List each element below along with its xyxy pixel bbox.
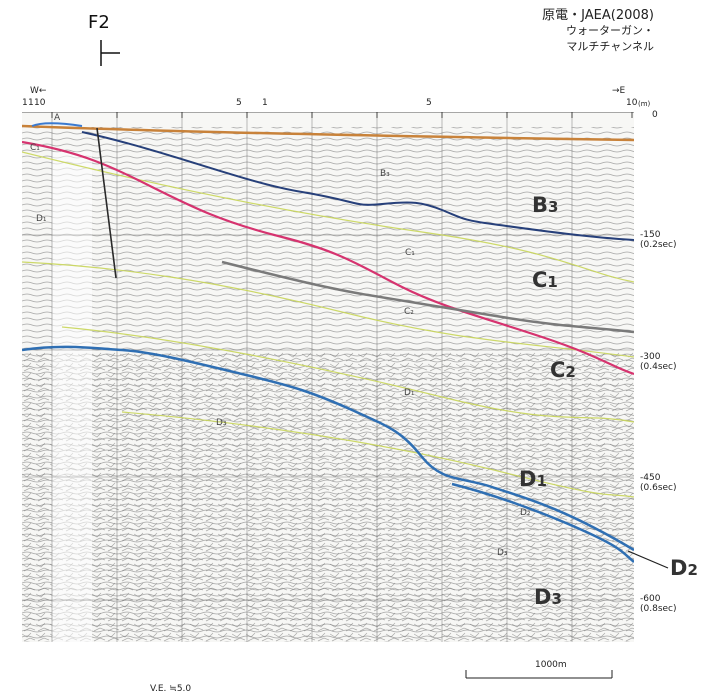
vertical-exaggeration: V.E. ≒5.0 bbox=[150, 684, 192, 694]
credit-method-line2: マルチチャンネル bbox=[566, 40, 654, 53]
c2-boundary bbox=[221, 260, 634, 334]
trace-grid-lines bbox=[51, 112, 573, 642]
depth-mark: -600 (0.8sec) bbox=[640, 594, 677, 614]
credit-method-line1: ウォーターガン・ bbox=[566, 24, 654, 37]
top-scale-number: 10 bbox=[626, 98, 638, 108]
credit-organization: 原電・JAEA(2008) bbox=[542, 8, 654, 23]
small-unit-label: C₁ bbox=[30, 143, 40, 153]
c1-boundary bbox=[22, 140, 634, 376]
small-unit-label: D₃ bbox=[497, 548, 508, 558]
b3-boundary bbox=[81, 131, 634, 241]
fault-f2-line bbox=[96, 127, 117, 279]
small-unit-label: D₁ bbox=[404, 388, 415, 398]
top-scale-number: 5 bbox=[236, 98, 242, 108]
d1-boundary bbox=[22, 345, 634, 552]
unit-label-d2: D2 bbox=[670, 556, 698, 580]
top-scale-number: 1 bbox=[262, 98, 268, 108]
unit-label-c2: C2 bbox=[550, 358, 576, 382]
west-direction-label: W← bbox=[30, 86, 47, 96]
small-unit-label: D₂ bbox=[520, 508, 531, 518]
d2-pointer bbox=[627, 550, 669, 569]
top-scale-ticks bbox=[22, 112, 634, 118]
top-scale-number: 1 bbox=[28, 98, 34, 108]
small-unit-label: D₃ bbox=[216, 418, 227, 428]
small-unit-label: D₁ bbox=[36, 214, 47, 224]
depth-mark: 0 bbox=[652, 110, 658, 120]
scale-bar bbox=[465, 670, 613, 679]
depth-unit: (m) bbox=[638, 100, 651, 108]
depth-mark: -450 (0.6sec) bbox=[640, 473, 677, 493]
top-scale-number: 10 bbox=[34, 98, 46, 108]
seafloor-horizon bbox=[22, 124, 634, 142]
unit-label-d3: D3 bbox=[534, 585, 562, 609]
unit-label-d1: D1 bbox=[519, 467, 547, 491]
depth-mark: -150 (0.2sec) bbox=[640, 230, 677, 250]
d2-boundary bbox=[451, 482, 634, 563]
unit-label-c1: C1 bbox=[532, 268, 558, 292]
unit-a-horizon bbox=[31, 122, 83, 127]
small-unit-label: A bbox=[54, 113, 61, 123]
depth-mark: -300 (0.4sec) bbox=[640, 352, 677, 372]
faint-horizons bbox=[22, 151, 634, 498]
scale-bar-label: 1000m bbox=[535, 660, 567, 670]
small-unit-label: C₂ bbox=[404, 307, 414, 317]
east-direction-label: →E bbox=[612, 86, 626, 96]
fault-label: F2 bbox=[88, 12, 110, 33]
seismic-profile bbox=[22, 112, 634, 642]
fault-marker-icon bbox=[100, 40, 120, 66]
small-unit-label: C₁ bbox=[405, 248, 415, 258]
top-scale-number: 5 bbox=[426, 98, 432, 108]
unit-label-b3: B3 bbox=[532, 193, 559, 217]
top-scale-number: 1 bbox=[22, 98, 28, 108]
small-unit-label: B₃ bbox=[380, 169, 390, 179]
